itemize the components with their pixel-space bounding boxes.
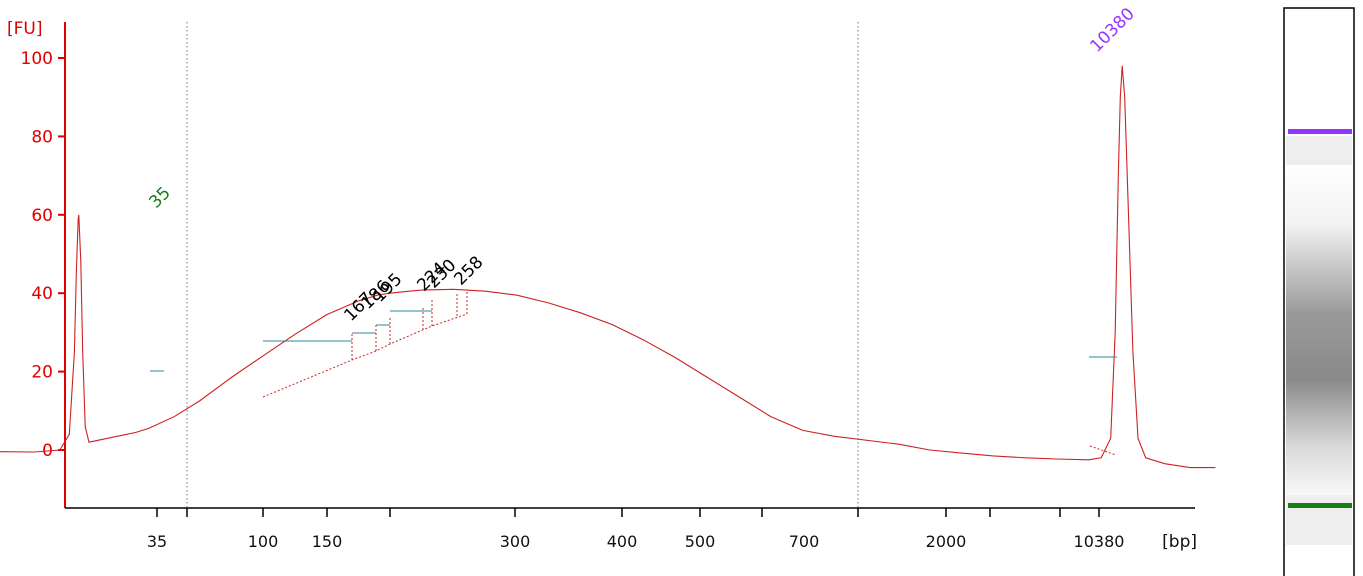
gel-smear	[1286, 165, 1352, 495]
peak-baseline	[1089, 445, 1117, 456]
x-tick-label: 100	[248, 532, 279, 551]
x-tick-label: 400	[607, 532, 638, 551]
x-tick-label: 150	[312, 532, 343, 551]
y-tick-label: 60	[31, 206, 53, 226]
gel-lane	[1283, 7, 1355, 576]
peak-label-upper-marker: 10380	[1086, 4, 1138, 56]
x-tick-label: 700	[789, 532, 820, 551]
peak-label: 258	[450, 252, 487, 289]
x-tick-label: 35	[147, 532, 167, 551]
peak-label-lower-marker: 35	[145, 183, 174, 212]
y-tick-label: 100	[21, 49, 53, 69]
gel-band-lower-marker	[1288, 503, 1352, 508]
y-tick-label: 20	[31, 363, 53, 383]
x-tick-label: 10380	[1074, 532, 1125, 551]
region-baseline	[262, 313, 468, 398]
y-tick-label: 40	[31, 284, 53, 304]
x-tick-label: 2000	[926, 532, 967, 551]
x-tick-label: 500	[685, 532, 716, 551]
gel-band-upper-marker	[1288, 129, 1352, 134]
signal-trace	[0, 65, 1216, 469]
x-axis-unit: [bp]	[1162, 532, 1197, 552]
x-tick-label: 300	[500, 532, 531, 551]
y-tick-label: 80	[31, 127, 53, 147]
y-axis-unit: [FU]	[7, 19, 43, 39]
